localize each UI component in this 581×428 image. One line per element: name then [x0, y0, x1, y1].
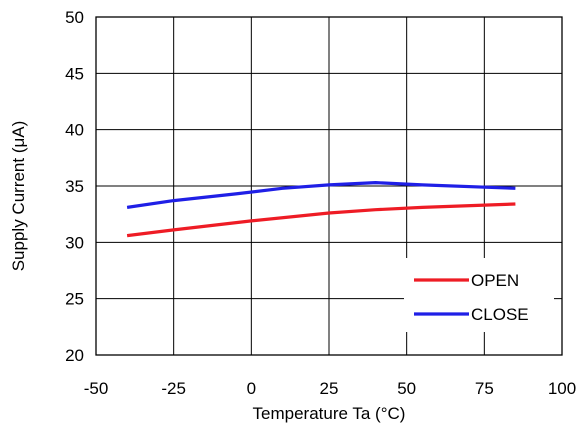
y-tick-label: 35	[65, 177, 84, 196]
legend-background	[404, 258, 554, 332]
legend-label-close: CLOSE	[471, 305, 529, 324]
y-axis-label: Supply Current (μA)	[9, 121, 28, 272]
y-tick-label: 25	[65, 290, 84, 309]
series-lines	[126, 181, 516, 238]
plot-frame	[95, 16, 563, 356]
x-axis-ticks: -50 -25 0 25 50 75 100	[84, 379, 576, 398]
x-tick-label: 25	[320, 379, 339, 398]
y-tick-label: 45	[65, 64, 84, 83]
series-line-close	[126, 181, 516, 209]
y-axis-ticks: 20 25 30 35 40 45 50	[65, 8, 84, 365]
x-tick-label: 75	[475, 379, 494, 398]
x-tick-label: -25	[161, 379, 186, 398]
x-tick-label: -50	[84, 379, 109, 398]
y-tick-label: 30	[65, 233, 84, 252]
x-tick-label: 100	[548, 379, 576, 398]
legend: OPEN CLOSE	[404, 258, 554, 332]
x-tick-label: 50	[397, 379, 416, 398]
x-axis-label: Temperature Ta (°C)	[253, 404, 406, 423]
x-tick-label: 0	[247, 379, 256, 398]
y-tick-label: 50	[65, 8, 84, 27]
y-tick-label: 40	[65, 121, 84, 140]
series-line-open	[126, 202, 516, 238]
y-tick-label: 20	[65, 346, 84, 365]
legend-label-open: OPEN	[471, 271, 519, 290]
